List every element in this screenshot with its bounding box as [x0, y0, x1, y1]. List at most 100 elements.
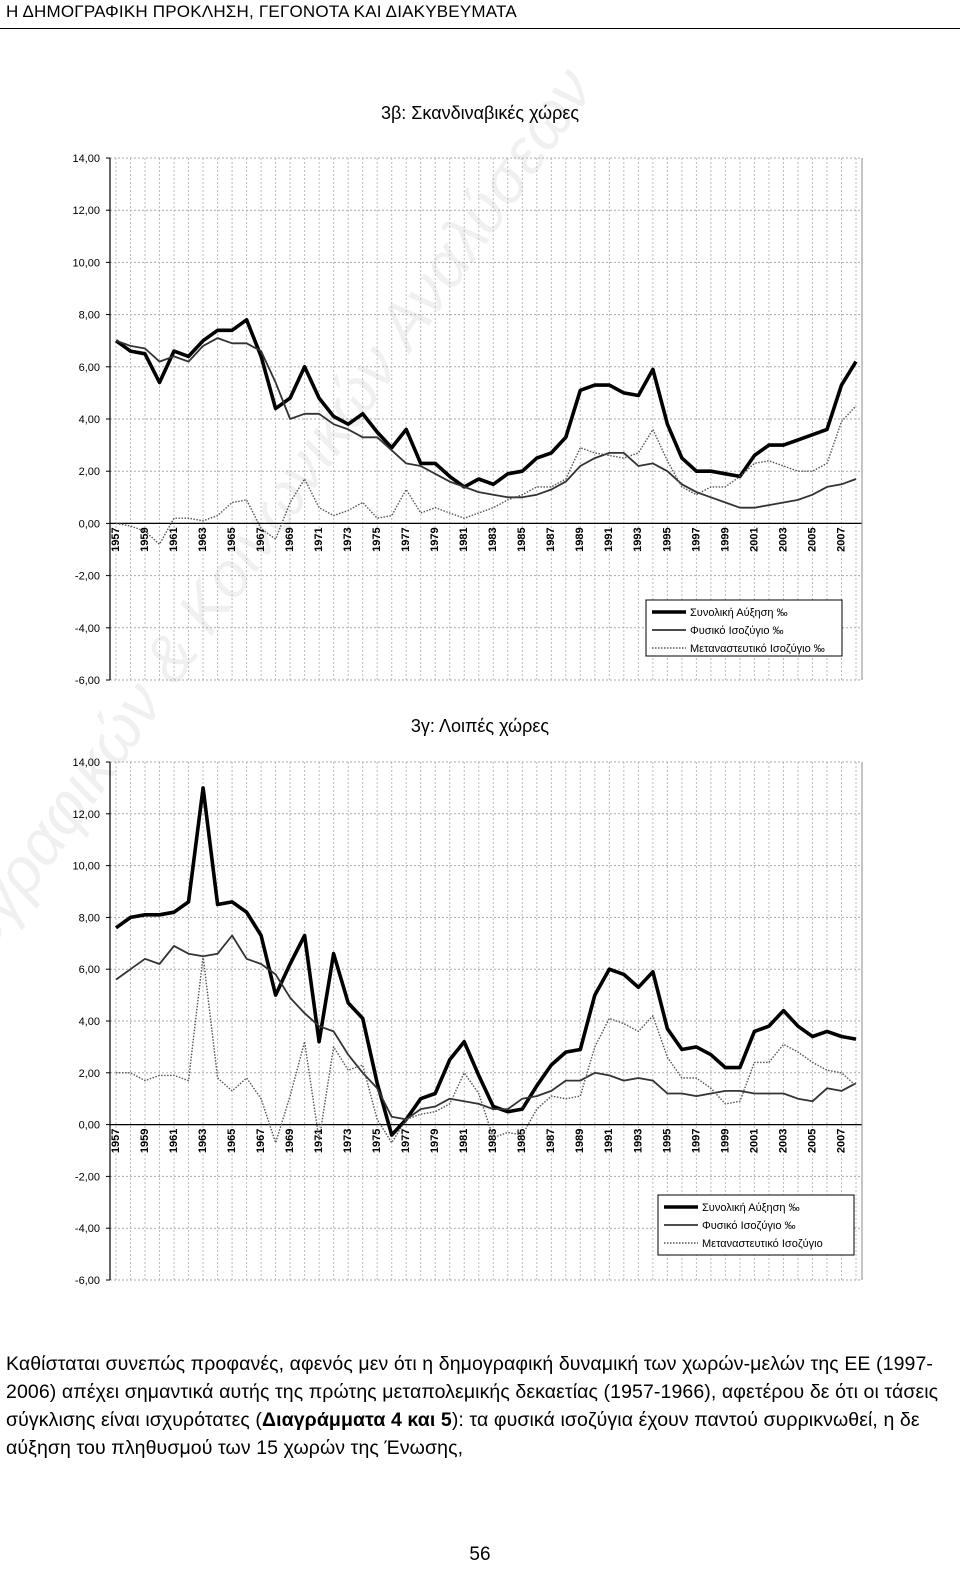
- y-tick-label: 0,00: [79, 1120, 100, 1132]
- x-tick-label: 2001: [748, 527, 760, 551]
- x-tick-label: 1987: [545, 1129, 557, 1153]
- x-tick-label: 1997: [690, 1129, 702, 1153]
- chart-other-countries: 14,00 12,00 10,00 8,00 6,00 4,00 2,00 0,00 -2,00…: [72, 757, 863, 1287]
- body-text-bold-ref: Διαγράμματα 4 και 5: [262, 1409, 452, 1431]
- x-tick-label: 2003: [777, 1129, 789, 1153]
- x-tick-label: 1957: [110, 527, 122, 551]
- x-tick-label: 1959: [139, 1129, 151, 1153]
- legend-box: [645, 599, 843, 657]
- x-tick-label: 1989: [574, 527, 586, 551]
- y-tick-label: 14,00: [72, 757, 100, 769]
- y-tick-label: -6,00: [75, 1275, 100, 1287]
- x-tick-label: 1977: [400, 527, 412, 551]
- x-tick-label: 1985: [516, 1129, 528, 1153]
- chart-title-other: 3γ: Λοιπές χώρες: [410, 716, 550, 736]
- legend-label-3: Μεταναστευτικό Ισοζύγιο ‰: [690, 643, 825, 655]
- y-tick-label: 6,00: [79, 362, 100, 374]
- y-tick-label: 8,00: [79, 310, 100, 322]
- body-paragraph: Καθίσταται συνεπώς προφανές, αφενός μεν …: [6, 1350, 956, 1462]
- x-tick-label: 1957: [110, 1129, 122, 1153]
- y-tick-label: 8,00: [79, 912, 100, 924]
- legend-label-1: Συνολική Αύξηση ‰: [690, 607, 788, 619]
- x-tick-label: 2005: [806, 527, 818, 551]
- y-tick-label: 12,00: [72, 809, 100, 821]
- x-tick-label: 1997: [690, 527, 702, 551]
- x-tick-label: 1973: [342, 1129, 354, 1153]
- x-tick-label: 1967: [255, 527, 267, 551]
- x-tick-label: 1989: [574, 1129, 586, 1153]
- y-tick-label: -2,00: [75, 1171, 100, 1183]
- x-tick-label: 1975: [371, 527, 383, 551]
- x-tick-label: 1995: [661, 527, 673, 551]
- x-tick-label: 1977: [400, 1129, 412, 1153]
- x-tick-label: 1993: [632, 1129, 644, 1153]
- y-tick-label: 4,00: [79, 414, 100, 426]
- y-tick-label: 10,00: [72, 861, 100, 873]
- x-tick-label: 1963: [197, 527, 209, 551]
- x-tick-label: 1991: [603, 1129, 615, 1153]
- x-tick-label: 1961: [168, 1129, 180, 1153]
- chart-title-scandinavian: 3β: Σκανδιναβικές χώρες: [380, 103, 580, 123]
- running-header: Η ΔΗΜΟΓΡΑΦΙΚΗ ΠΡΟΚΛΗΣΗ, ΓΕΓΟΝΟΤΑ ΚΑΙ ΔΙΑ…: [6, 2, 517, 21]
- x-tick-label: 2003: [777, 527, 789, 551]
- y-tick-label: 6,00: [79, 964, 100, 976]
- x-tick-label: 2007: [835, 527, 847, 551]
- x-tick-label: 1961: [168, 527, 180, 551]
- x-tick-label: 1983: [487, 527, 499, 551]
- x-tick-label: 1969: [284, 527, 296, 551]
- x-tick-label: 2007: [835, 1129, 847, 1153]
- header-rule: [0, 28, 960, 29]
- legend-label-2: Φυσικό Ισοζύγιο ‰: [690, 625, 784, 637]
- y-tick-label: -4,00: [75, 623, 100, 635]
- x-tick-label: 1987: [545, 527, 557, 551]
- y-tick-label: -4,00: [75, 1223, 100, 1235]
- y-tick-label: -2,00: [75, 571, 100, 583]
- x-tick-label: 2005: [806, 1129, 818, 1153]
- legend: Συνολική Αύξηση ‰ Φυσικό Ισοζύγιο ‰ Μετανα…: [657, 1194, 855, 1256]
- y-tick-label: -6,00: [75, 675, 100, 687]
- x-tick-label: 1983: [487, 1129, 499, 1153]
- series-line-2: [115, 934, 857, 1121]
- x-tick-label: 1979: [429, 527, 441, 551]
- legend-label-1: Συνολική Αύξηση ‰: [702, 1202, 800, 1214]
- chart-scandinavian: 14,00 12,00 10,00 8,00 6,00 4,00 2,00 0,00 -2,00…: [72, 153, 863, 687]
- y-tick-label: 12,00: [72, 205, 100, 217]
- y-tick-label: 2,00: [79, 1068, 100, 1080]
- x-tick-label: 1999: [719, 1129, 731, 1153]
- x-tick-label: 1999: [719, 527, 731, 551]
- x-tick-label: 1967: [255, 1129, 267, 1153]
- x-tick-label: 1995: [661, 1129, 673, 1153]
- series-line-1: [114, 786, 857, 1137]
- body-text-part1: Καθίσταται συνεπώς προφανές, αφενός μεν …: [6, 1353, 939, 1431]
- series-line-2: [115, 337, 857, 509]
- legend: Συνολική Αύξηση ‰ Φυσικό Ισοζύγιο ‰ Μετανα…: [645, 599, 843, 657]
- series-line-3: [116, 955, 857, 1144]
- page-number: 56: [469, 1544, 491, 1565]
- y-tick-label: 10,00: [72, 257, 100, 269]
- x-tick-label: 1975: [371, 1129, 383, 1153]
- x-tick-label: 1991: [603, 527, 615, 551]
- body-text-part2: ): τα φυσικά ισοζύγια έχουν παντού συρρι…: [6, 1409, 920, 1459]
- x-tick-label: 1971: [313, 527, 325, 551]
- legend-label-2: Φυσικό Ισοζύγιο ‰: [702, 1220, 796, 1232]
- x-tick-label: 1981: [458, 527, 470, 551]
- x-tick-label: 1971: [313, 1129, 325, 1153]
- x-tick-label: 2001: [748, 1129, 760, 1153]
- x-tick-label: 1965: [226, 1129, 238, 1153]
- legend-label-3: Μεταναστευτικό Ισοζύγιο: [702, 1238, 823, 1250]
- y-tick-label: 0,00: [79, 518, 100, 530]
- grid: [110, 157, 862, 681]
- x-tick-label: 1993: [632, 527, 644, 551]
- x-tick-label: 1969: [284, 1129, 296, 1153]
- x-tick-label: 1963: [197, 1129, 209, 1153]
- x-tick-label: 1985: [516, 527, 528, 551]
- y-tick-label: 14,00: [72, 153, 100, 165]
- y-tick-label: 4,00: [79, 1016, 100, 1028]
- x-tick-label: 1973: [342, 527, 354, 551]
- x-tick-label: 1981: [458, 1129, 470, 1153]
- x-tick-label: 1965: [226, 527, 238, 551]
- series-line-1: [114, 318, 858, 489]
- series-line-3: [115, 405, 857, 545]
- x-tick-label: 1979: [429, 1129, 441, 1153]
- grid: [110, 761, 862, 1281]
